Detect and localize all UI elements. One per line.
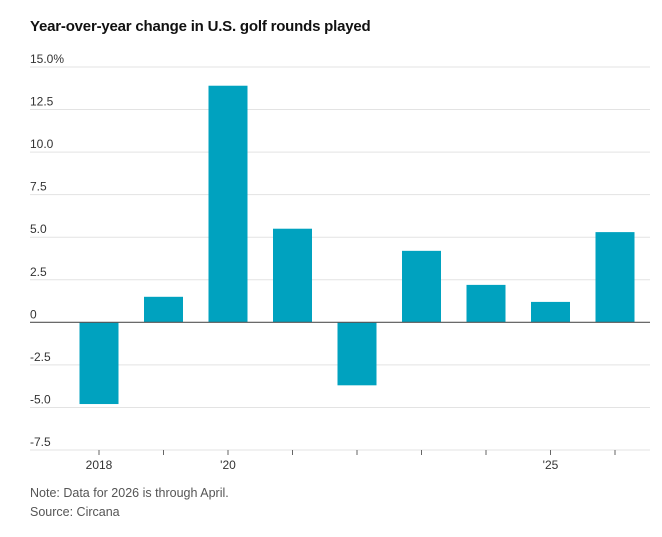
bar-2018	[79, 322, 119, 405]
bar-2026	[595, 232, 635, 323]
y-tick-label: 10.0	[30, 137, 54, 151]
bar-'25	[531, 301, 570, 323]
y-tick-label: 7.5	[30, 180, 47, 194]
bar-2024	[466, 284, 506, 323]
gridlines	[30, 66, 650, 451]
y-tick-label: 2.5	[30, 265, 47, 279]
bar-2022	[337, 322, 377, 386]
y-tick-label: 0	[30, 307, 37, 321]
chart-title: Year-over-year change in U.S. golf round…	[30, 18, 371, 35]
y-tick-label: -2.5	[30, 350, 51, 364]
y-tick-label: 5.0	[30, 222, 47, 236]
y-tick-label: -7.5	[30, 435, 51, 449]
y-tick-label: 15.0%	[30, 52, 64, 66]
bar-2023	[402, 250, 441, 323]
x-tick-label: '25	[543, 458, 559, 472]
chart-note: Note: Data for 2026 is through April.	[30, 486, 229, 500]
bar-2019	[144, 296, 183, 323]
x-axis: 2018 '20 '25	[30, 321, 650, 472]
chart-source: Source: Circana	[30, 505, 120, 519]
bars	[79, 85, 635, 405]
bar-2021	[273, 228, 312, 323]
x-tick-label: 2018	[86, 458, 113, 472]
y-tick-label: 12.5	[30, 95, 54, 109]
y-axis-labels: 15.0% 12.5 10.0 7.5 5.0 2.5 0 -2.5 -5.0 -7.5	[30, 52, 64, 449]
bar-'20	[208, 85, 248, 323]
x-tick-label: '20	[220, 458, 236, 472]
y-tick-label: -5.0	[30, 392, 51, 406]
